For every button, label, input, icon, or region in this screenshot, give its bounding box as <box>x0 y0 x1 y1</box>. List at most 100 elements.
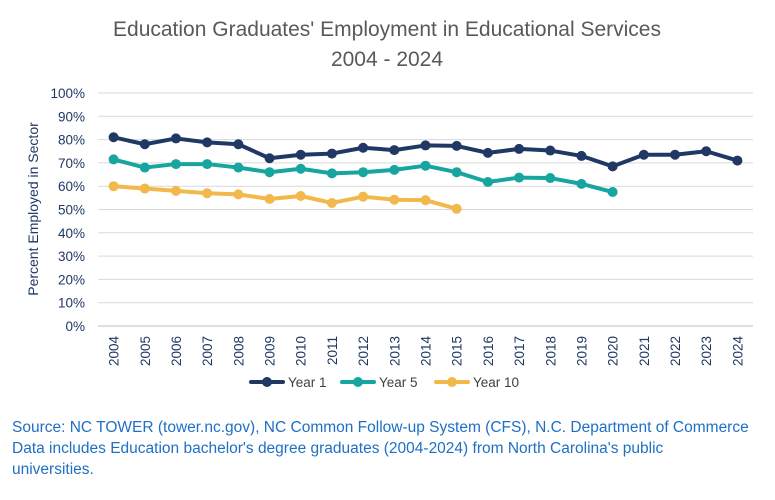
data-point <box>482 147 493 158</box>
legend-label: Year 1 <box>288 375 327 390</box>
data-point <box>170 133 181 144</box>
y-tick-label: 80% <box>58 133 85 148</box>
data-point <box>108 181 119 192</box>
legend: Year 1 Year 5 Year 10 <box>249 375 519 390</box>
x-tick-label: 2011 <box>325 336 340 365</box>
gridlines <box>98 92 753 327</box>
series-lines <box>108 132 743 214</box>
source-line-3: universities. <box>12 461 94 478</box>
x-tick-label: 2007 <box>200 336 215 366</box>
legend-label: Year 10 <box>473 375 519 390</box>
data-point <box>451 203 462 214</box>
data-point <box>170 185 181 196</box>
x-tick-label: 2010 <box>294 336 309 366</box>
data-point <box>233 162 244 173</box>
x-tick-label: 2016 <box>481 336 496 366</box>
data-point <box>358 167 369 178</box>
data-point <box>451 167 462 178</box>
series-line <box>111 184 459 211</box>
data-point <box>732 155 743 166</box>
data-point <box>108 154 119 165</box>
data-point <box>545 145 556 156</box>
series-year-10 <box>108 181 462 214</box>
y-tick-label: 30% <box>58 249 85 264</box>
data-point <box>295 190 306 201</box>
data-point <box>670 149 681 160</box>
data-point <box>233 139 244 150</box>
data-point <box>264 153 275 164</box>
chart-container: Education Graduates' Employment in Educa… <box>25 18 753 390</box>
data-point <box>108 132 119 143</box>
data-point <box>514 172 525 183</box>
x-tick-label: 2013 <box>387 336 402 366</box>
data-point <box>389 164 400 175</box>
x-tick-label: 2022 <box>668 336 683 366</box>
x-tick-label: 2019 <box>574 336 589 366</box>
chart-title-line1: Education Graduates' Employment in Educa… <box>113 18 661 41</box>
y-tick-label: 20% <box>58 272 85 287</box>
data-point <box>420 140 431 151</box>
x-tick-label: 2009 <box>263 336 278 366</box>
data-point <box>264 167 275 178</box>
y-tick-label: 90% <box>58 109 85 124</box>
series-year-5 <box>108 154 618 198</box>
data-point <box>139 139 150 150</box>
data-point <box>326 197 337 208</box>
source-line-2: Data includes Education bachelor's degre… <box>12 440 664 457</box>
x-tick-label: 2005 <box>138 336 153 366</box>
x-tick-label: 2018 <box>543 336 558 366</box>
y-tick-label: 60% <box>58 179 85 194</box>
legend-label: Year 5 <box>379 375 418 390</box>
data-point <box>264 194 275 205</box>
y-tick-label: 40% <box>58 226 85 241</box>
data-point <box>638 149 649 160</box>
data-point <box>389 145 400 156</box>
data-point <box>420 195 431 206</box>
y-tick-label: 0% <box>65 319 85 334</box>
legend-swatch-marker <box>262 377 272 387</box>
data-point <box>295 163 306 174</box>
data-point <box>607 187 618 198</box>
y-tick-label: 50% <box>58 203 85 218</box>
y-tick-label: 70% <box>58 156 85 171</box>
data-point <box>233 189 244 200</box>
chart-title-line2: 2004 - 2024 <box>331 48 443 71</box>
x-tick-label: 2021 <box>637 336 652 366</box>
data-point <box>295 149 306 160</box>
x-tick-label: 2008 <box>231 336 246 366</box>
data-point <box>139 183 150 194</box>
data-point <box>451 140 462 151</box>
data-point <box>482 177 493 188</box>
data-point <box>202 188 213 199</box>
y-axis-label: Percent Employed in Sector <box>25 122 41 296</box>
data-point <box>607 161 618 172</box>
data-point <box>701 146 712 157</box>
data-point <box>202 159 213 170</box>
x-tick-label: 2024 <box>730 336 745 367</box>
data-point <box>358 191 369 202</box>
x-tick-labels: 2004 2005 2006 2007 2008 2009 2010 2011 2012 2013… <box>107 336 746 367</box>
x-tick-label: 2012 <box>356 336 371 366</box>
data-point <box>576 150 587 161</box>
x-tick-label: 2020 <box>606 336 621 366</box>
legend-item: Year 1 <box>249 375 327 390</box>
data-point <box>139 162 150 173</box>
x-tick-label: 2004 <box>107 336 122 367</box>
legend-item: Year 5 <box>340 375 418 390</box>
data-point <box>389 194 400 205</box>
x-tick-label: 2017 <box>512 336 527 366</box>
data-point <box>170 159 181 170</box>
data-point <box>514 143 525 154</box>
line-chart: Education Graduates' Employment in Educa… <box>25 18 753 390</box>
x-tick-label: 2023 <box>699 336 714 366</box>
y-tick-labels: 0% 10% 20% 30% 40% 50% 60% 70% 80% 90% 100% <box>50 86 85 334</box>
legend-swatch-marker <box>353 377 363 387</box>
data-point <box>545 173 556 184</box>
data-point <box>326 148 337 159</box>
legend-swatch-marker <box>447 377 457 387</box>
data-point <box>576 178 587 189</box>
y-tick-label: 10% <box>58 296 85 311</box>
x-tick-label: 2006 <box>169 336 184 366</box>
data-point <box>358 142 369 153</box>
x-tick-label: 2014 <box>419 336 434 367</box>
